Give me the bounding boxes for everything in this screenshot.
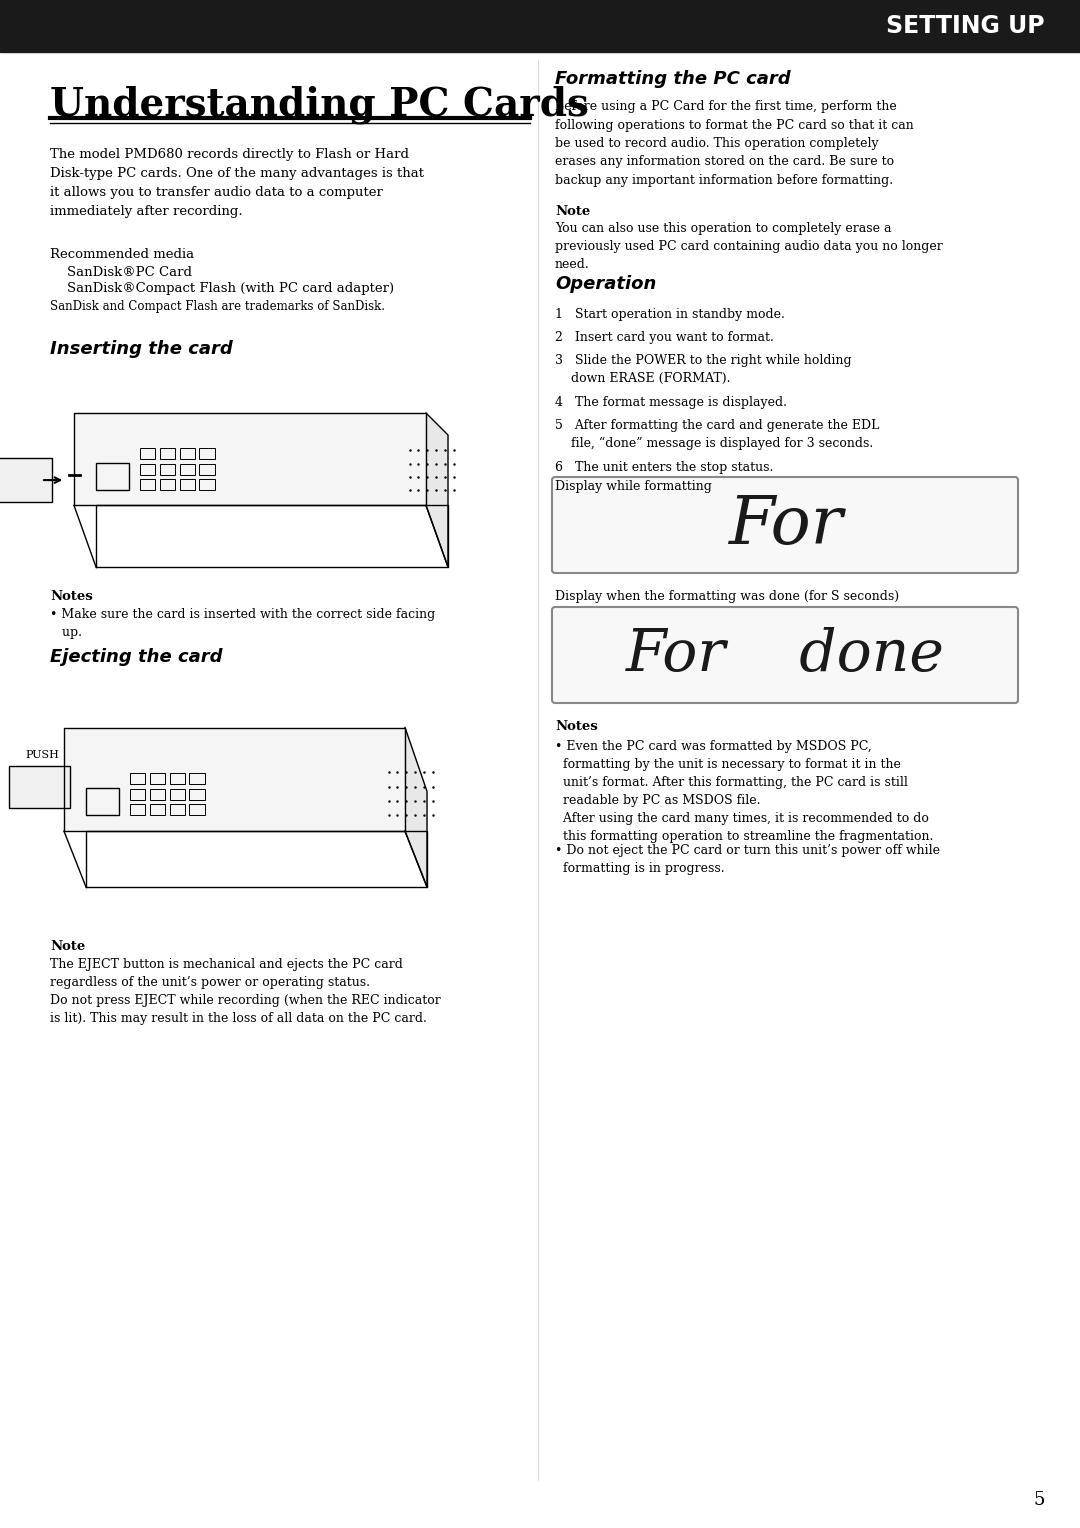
Bar	[140, 478, 156, 490]
Text: • Even the PC card was formatted by MSDOS PC,
  formatting by the unit is necess: • Even the PC card was formatted by MSDO…	[555, 740, 933, 843]
Bar	[130, 804, 146, 816]
Bar	[200, 463, 215, 475]
Bar	[179, 448, 195, 460]
Bar	[200, 448, 215, 460]
Bar	[150, 804, 165, 816]
Text: 2   Insert card you want to format.: 2 Insert card you want to format.	[555, 332, 774, 344]
Text: PUSH: PUSH	[26, 750, 59, 761]
Bar	[130, 773, 146, 784]
Text: Before using a PC Card for the first time, perform the
following operations to f: Before using a PC Card for the first tim…	[555, 99, 914, 186]
Text: The model PMD680 records directly to Flash or Hard
Disk-type PC cards. One of th: The model PMD680 records directly to Fla…	[50, 148, 424, 219]
Text: For    done: For done	[625, 626, 944, 683]
Bar	[0, 0, 1080, 52]
Text: Inserting the card: Inserting the card	[50, 341, 233, 358]
Text: SanDisk®PC Card: SanDisk®PC Card	[50, 266, 192, 280]
Text: Ejecting the card: Ejecting the card	[50, 648, 222, 666]
Text: SETTING UP: SETTING UP	[887, 14, 1045, 38]
Bar	[0, 458, 52, 503]
Bar	[170, 788, 185, 799]
Text: 5: 5	[1034, 1491, 1045, 1510]
Text: Operation: Operation	[555, 275, 657, 293]
Bar	[200, 478, 215, 490]
Text: 6   The unit enters the stop status.: 6 The unit enters the stop status.	[555, 461, 773, 474]
Bar	[189, 804, 205, 816]
Bar	[160, 448, 175, 460]
FancyBboxPatch shape	[552, 607, 1018, 703]
Bar	[150, 788, 165, 799]
Text: For: For	[728, 492, 842, 558]
Text: Formatting the PC card: Formatting the PC card	[555, 70, 791, 89]
Bar	[189, 788, 205, 799]
Polygon shape	[405, 727, 427, 886]
Text: Display when the formatting was done (for S seconds): Display when the formatting was done (fo…	[555, 590, 900, 604]
Bar	[160, 463, 175, 475]
Polygon shape	[64, 727, 405, 831]
Text: • Do not eject the PC card or turn this unit’s power off while
  formatting is i: • Do not eject the PC card or turn this …	[555, 843, 940, 876]
Bar	[96, 463, 129, 490]
Text: Note: Note	[50, 940, 85, 953]
Polygon shape	[426, 413, 448, 567]
Bar	[150, 773, 165, 784]
Text: You can also use this operation to completely erase a
previously used PC card co: You can also use this operation to compl…	[555, 222, 943, 270]
Text: Notes: Notes	[555, 720, 597, 733]
Bar	[86, 788, 119, 816]
Text: 1   Start operation in standby mode.: 1 Start operation in standby mode.	[555, 309, 785, 321]
Text: SanDisk®Compact Flash (with PC card adapter): SanDisk®Compact Flash (with PC card adap…	[50, 283, 394, 295]
Bar	[189, 773, 205, 784]
Bar	[9, 766, 69, 807]
Bar	[179, 463, 195, 475]
Text: 4   The format message is displayed.: 4 The format message is displayed.	[555, 396, 787, 410]
Bar	[140, 463, 156, 475]
FancyBboxPatch shape	[552, 477, 1018, 573]
Text: The EJECT button is mechanical and ejects the PC card
regardless of the unit’s p: The EJECT button is mechanical and eject…	[50, 958, 441, 1025]
Text: 5   After formatting the card and generate the EDL
    file, “done” message is d: 5 After formatting the card and generate…	[555, 419, 879, 451]
Text: • Make sure the card is inserted with the correct side facing
   up.: • Make sure the card is inserted with th…	[50, 608, 435, 639]
Polygon shape	[75, 413, 426, 506]
Bar	[140, 448, 156, 460]
Text: 3   Slide the POWER to the right while holding
    down ERASE (FORMAT).: 3 Slide the POWER to the right while hol…	[555, 354, 852, 385]
Bar	[179, 478, 195, 490]
Text: Recommended media: Recommended media	[50, 248, 194, 261]
Text: Understanding PC Cards: Understanding PC Cards	[50, 86, 589, 124]
Text: Display while formatting: Display while formatting	[555, 480, 712, 494]
Bar	[170, 773, 185, 784]
Bar	[130, 788, 146, 799]
Text: SanDisk and Compact Flash are trademarks of SanDisk.: SanDisk and Compact Flash are trademarks…	[50, 299, 384, 313]
Text: Note: Note	[555, 205, 591, 219]
Text: Notes: Notes	[50, 590, 93, 604]
Bar	[170, 804, 185, 816]
Bar	[160, 478, 175, 490]
